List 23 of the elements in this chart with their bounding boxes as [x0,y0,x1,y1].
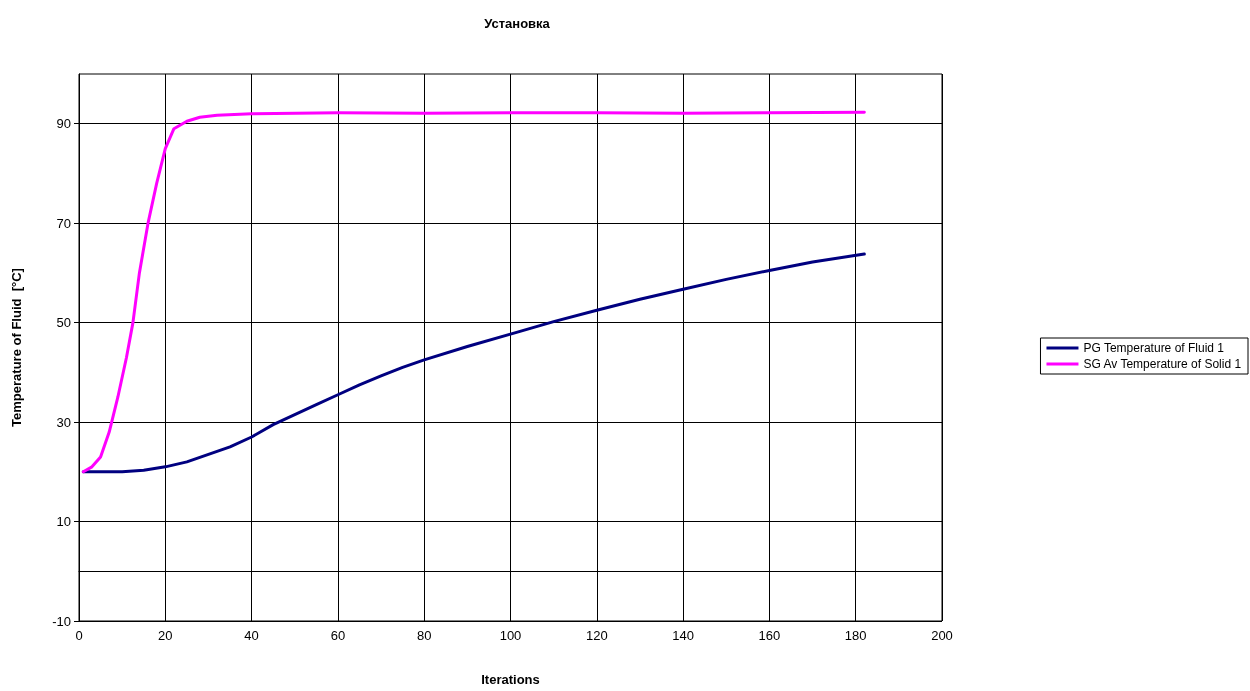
x-tick-label: 80 [416,628,432,643]
x-tick-label: 100 [499,628,522,643]
x-tick-label: 20 [158,628,173,643]
y-tick-label: 90 [56,116,71,132]
x-axis-title: Iterations [481,672,540,687]
x-tick-label: 40 [244,628,259,643]
x-tick-label: 60 [330,628,346,643]
chart-title: Установка [484,16,551,31]
line-series [81,110,866,474]
x-tick-label: 0 [75,628,83,643]
x-tick-label: 200 [931,628,953,643]
x-tick-label: 140 [672,628,694,643]
y-tick-label: 10 [56,514,71,530]
y-tick-label: 50 [56,315,71,331]
x-tick-label: 180 [844,628,867,643]
x-tick-label: 160 [758,628,781,643]
y-tick-label: -10 [52,613,71,629]
y-tick-label: 70 [56,215,71,231]
legend-label: SG Av Temperature of Solid 1 [1083,357,1242,371]
legend-label: PG Temperature of Fluid 1 [1083,341,1225,355]
x-tick-label: 120 [585,628,608,643]
y-tick-label: 30 [56,414,71,430]
y-axis-title: Temperature of Fluid [°C] [9,268,24,427]
